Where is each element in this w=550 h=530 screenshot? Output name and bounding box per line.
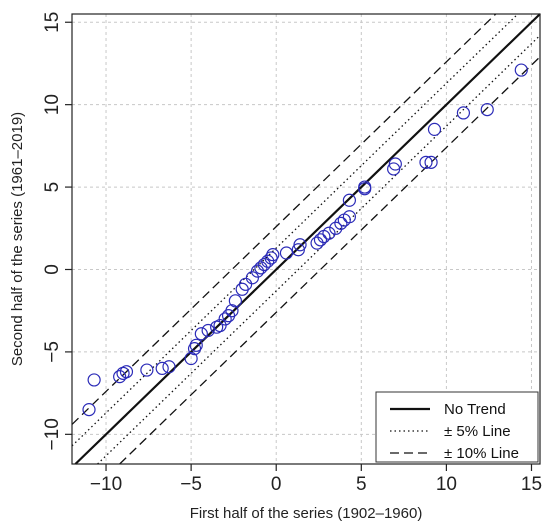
data-point-38 [342, 210, 356, 224]
legend-box [375, 391, 539, 463]
x-tick-label-0: −10 [90, 474, 122, 495]
data-point-49 [514, 63, 528, 77]
x-tick-label-2: 0 [271, 474, 282, 495]
reference-lines [71, 13, 541, 465]
y-tick-label-4: 10 [42, 94, 63, 115]
legend-label-no-trend: No Trend [444, 401, 506, 418]
data-point-18 [228, 294, 242, 308]
data-point-25 [261, 254, 275, 268]
data-point-1 [87, 373, 101, 387]
legend-label-10pct: ± 10% Line [444, 445, 519, 462]
data-point-34 [322, 226, 336, 240]
data-point-30 [293, 238, 307, 252]
x-axis: −10 −5 0 5 10 15 [90, 464, 542, 495]
y-tick-label-0: −10 [42, 418, 63, 450]
y-axis: −10 −5 0 5 10 15 [42, 12, 72, 450]
data-point-44 [419, 155, 433, 169]
y-tick-label-2: 0 [42, 264, 63, 275]
data-points [82, 63, 528, 417]
y-axis-title: Second half of the series (1961–2019) [9, 112, 26, 366]
data-point-0 [82, 403, 96, 417]
data-point-24 [257, 257, 271, 272]
x-tick-label-4: 10 [436, 474, 457, 495]
ref-line-2-upper [71, 13, 497, 425]
data-point-5 [140, 363, 154, 377]
data-point-7 [162, 360, 176, 374]
data-point-31 [310, 236, 324, 250]
data-point-41 [358, 180, 372, 194]
data-point-46 [427, 122, 442, 136]
x-tick-label-3: 5 [356, 474, 367, 495]
x-tick-label-1: −5 [180, 474, 202, 495]
legend-label-5pct: ± 5% Line [444, 423, 511, 440]
data-point-22 [250, 264, 265, 278]
data-point-11 [194, 327, 208, 341]
x-axis-title: First half of the series (1902–1960) [190, 505, 423, 522]
data-point-36 [334, 216, 348, 230]
data-point-39 [342, 193, 356, 207]
data-point-27 [266, 248, 280, 262]
y-tick-label-5: 15 [42, 12, 63, 33]
data-point-12 [201, 323, 215, 338]
data-point-15 [218, 312, 232, 326]
data-point-6 [155, 361, 169, 375]
data-point-2 [113, 370, 127, 384]
plot-frame [71, 13, 541, 465]
data-point-10 [189, 338, 203, 352]
ref-line-1-lower [97, 34, 541, 465]
y-tick-label-1: −5 [42, 341, 63, 363]
data-point-21 [245, 271, 259, 285]
x-tick-label-5: 15 [521, 474, 542, 495]
data-point-48 [480, 103, 494, 117]
ref-line-0-upper [74, 13, 541, 465]
data-point-45 [424, 155, 438, 169]
data-point-43 [388, 157, 402, 171]
data-point-8 [184, 351, 198, 366]
data-point-23 [254, 261, 268, 275]
data-point-14 [213, 318, 227, 333]
data-point-35 [329, 221, 343, 235]
ref-line-1-upper [71, 13, 519, 447]
data-point-28 [279, 246, 294, 260]
y-tick-label-3: 5 [42, 182, 63, 193]
data-point-47 [456, 106, 471, 120]
data-point-20 [238, 277, 253, 291]
grid [72, 14, 540, 464]
data-point-4 [119, 365, 134, 379]
legend: No Trend ± 5% Line ± 10% Line [375, 391, 539, 463]
data-point-32 [313, 233, 328, 247]
data-point-17 [225, 304, 239, 318]
